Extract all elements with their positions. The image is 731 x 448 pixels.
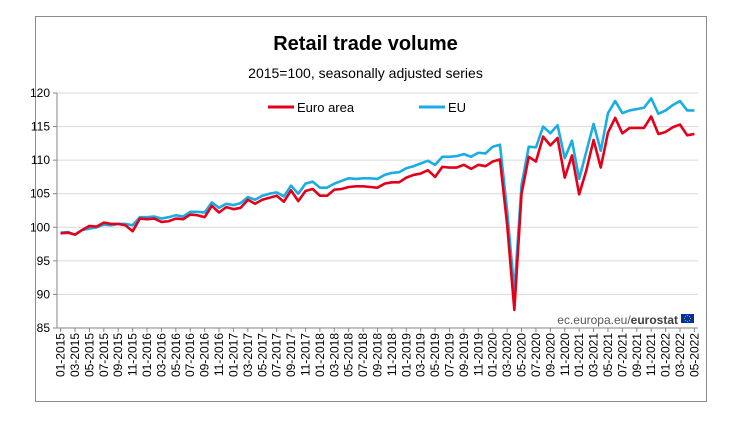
y-tick-label: 95	[37, 254, 51, 268]
source-brand: eurostat	[631, 313, 678, 327]
chart-title: Retail trade volume	[273, 33, 458, 55]
x-tick-label: 09-2016	[198, 333, 212, 377]
x-tick-label: 01-2018	[313, 333, 327, 377]
x-tick-label: 07-2015	[97, 333, 111, 377]
legend-label: Euro area	[297, 100, 355, 115]
x-tick-label: 01-2021	[572, 333, 586, 377]
x-tick-label: 11-2015	[126, 333, 140, 376]
x-tick-label: 09-2020	[543, 333, 557, 377]
y-tick-label: 85	[37, 321, 51, 335]
y-tick-label: 120	[30, 86, 50, 100]
x-tick-label: 07-2018	[356, 333, 370, 377]
x-tick-label: 07-2017	[270, 333, 284, 377]
x-tick-label: 09-2019	[457, 333, 471, 377]
x-tick-label: 09-2017	[284, 333, 298, 377]
chart-subtitle: 2015=100, seasonally adjusted series	[248, 65, 483, 81]
series-line-eu	[60, 97, 695, 294]
x-tick-label: 01-2015	[54, 333, 68, 377]
x-tick-label: 11-2019	[471, 333, 485, 376]
x-tick-label: 09-2018	[371, 333, 385, 377]
x-tick-label: 05-2020	[515, 333, 529, 377]
x-tick-label: 09-2015	[111, 333, 125, 377]
x-tick-label: 05-2022	[687, 333, 701, 377]
y-tick-label: 105	[30, 187, 50, 201]
x-axis: 01-2015 03-2015 05-2015 07-2015 09-2015 11-20…	[54, 327, 701, 377]
x-tick-label: 01-2016	[140, 333, 154, 377]
legend: Euro area EU	[268, 100, 466, 115]
grid-lines	[57, 92, 698, 329]
x-tick-label: 09-2021	[630, 333, 644, 377]
x-tick-label: 05-2021	[601, 333, 615, 377]
series-lines	[60, 97, 695, 312]
y-tick-label: 110	[31, 153, 50, 167]
source-domain: ec.europa.eu/	[557, 313, 631, 327]
x-tick-label: 05-2019	[428, 333, 442, 377]
y-tick-label: 100	[30, 220, 50, 234]
x-tick-label: 03-2021	[587, 333, 601, 377]
x-tick-label: 03-2022	[673, 333, 687, 377]
legend-label: EU	[448, 100, 466, 115]
x-tick-label: 03-2020	[500, 333, 514, 377]
source-note: ec.europa.eu/eurostat	[557, 313, 694, 327]
x-tick-label: 01-2019	[399, 333, 413, 377]
x-tick-label: 11-2020	[558, 333, 572, 376]
x-tick-label: 05-2017	[255, 333, 269, 377]
x-tick-label: 03-2017	[241, 333, 255, 377]
x-tick-label: 03-2019	[414, 333, 428, 377]
x-tick-label: 05-2015	[82, 333, 96, 377]
eu-flag-icon	[681, 314, 694, 323]
x-tick-label: 07-2019	[443, 333, 457, 377]
x-tick-label: 11-2017	[298, 333, 312, 376]
chart-frame	[35, 16, 707, 402]
series-line-euro-area	[60, 115, 695, 312]
x-tick-label: 11-2016	[212, 333, 226, 376]
x-tick-label: 07-2021	[615, 333, 629, 377]
source-text: ec.europa.eu/eurostat	[557, 313, 678, 327]
x-tick-label: 01-2022	[659, 333, 673, 377]
y-tick-label: 115	[31, 120, 50, 134]
x-tick-label: 03-2018	[327, 333, 341, 377]
x-tick-label: 05-2016	[169, 333, 183, 377]
x-tick-label: 05-2018	[342, 333, 356, 377]
x-tick-label: 01-2020	[486, 333, 500, 377]
y-tick-label: 90	[37, 287, 51, 301]
x-tick-label: 03-2015	[68, 333, 82, 377]
x-tick-label: 07-2016	[183, 333, 197, 377]
x-tick-label: 07-2020	[529, 333, 543, 377]
y-axis: 85 90 95 100 105 110 115 120	[30, 86, 58, 335]
x-tick-label: 11-2021	[644, 333, 658, 376]
x-tick-label: 03-2016	[154, 333, 168, 377]
x-tick-label: 01-2017	[226, 333, 240, 377]
x-tick-label: 11-2018	[385, 333, 399, 376]
